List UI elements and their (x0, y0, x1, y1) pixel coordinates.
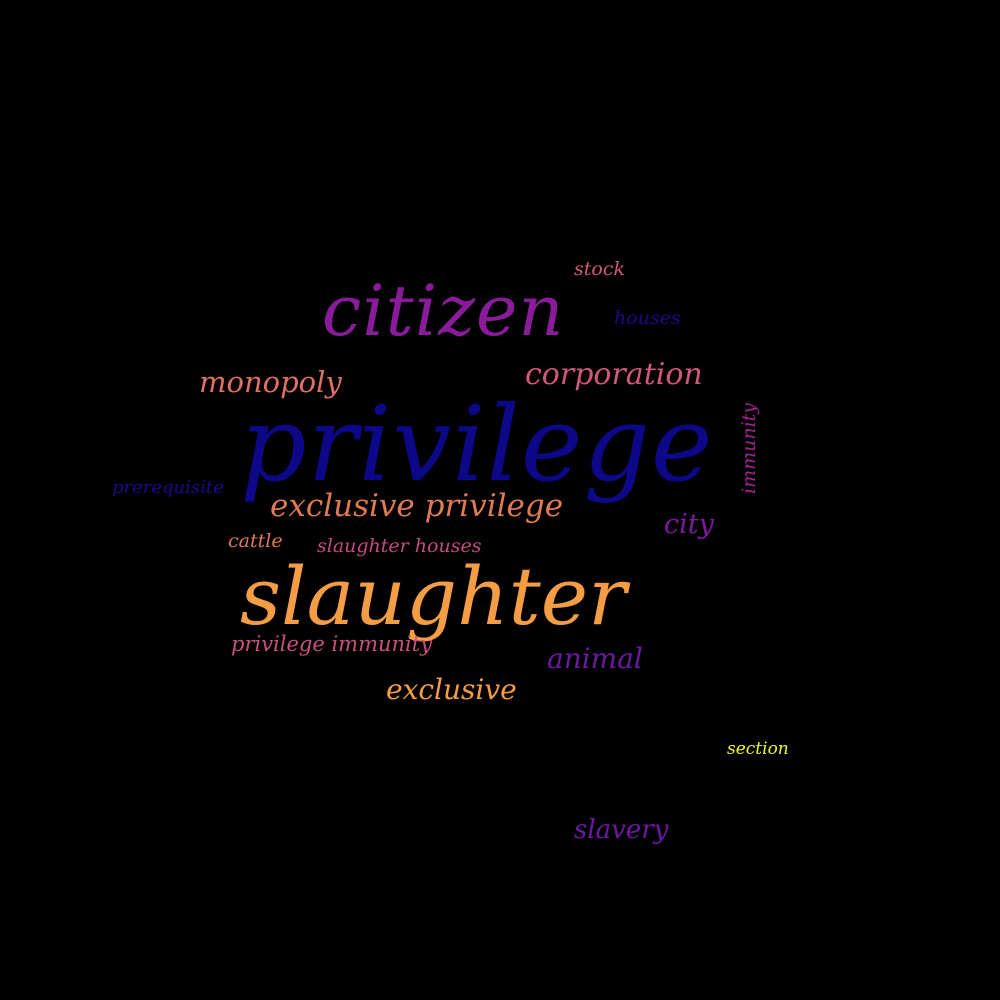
word-citizen: citizen (322, 270, 565, 352)
word-privilege-immunity: privilege immunity (231, 632, 433, 656)
word-section: section (727, 739, 789, 759)
word-exclusive-privilege: exclusive privilege (270, 488, 564, 524)
word-slaughter-houses: slaughter houses (317, 535, 482, 557)
word-privilege: privilege (240, 383, 714, 505)
word-monopoly: monopoly (199, 365, 342, 399)
word-corporation: corporation (525, 357, 703, 392)
word-city: city (664, 509, 714, 540)
word-animal: animal (547, 642, 643, 675)
word-slavery: slavery (574, 815, 669, 845)
word-exclusive: exclusive (386, 673, 517, 706)
word-stock: stock (574, 258, 625, 280)
word-prerequisite: prerequisite (112, 477, 224, 498)
word-cattle: cattle (228, 530, 283, 552)
word-immunity: immunity (738, 402, 760, 494)
word-houses: houses (614, 307, 681, 329)
word-slaughter: slaughter (240, 550, 627, 643)
